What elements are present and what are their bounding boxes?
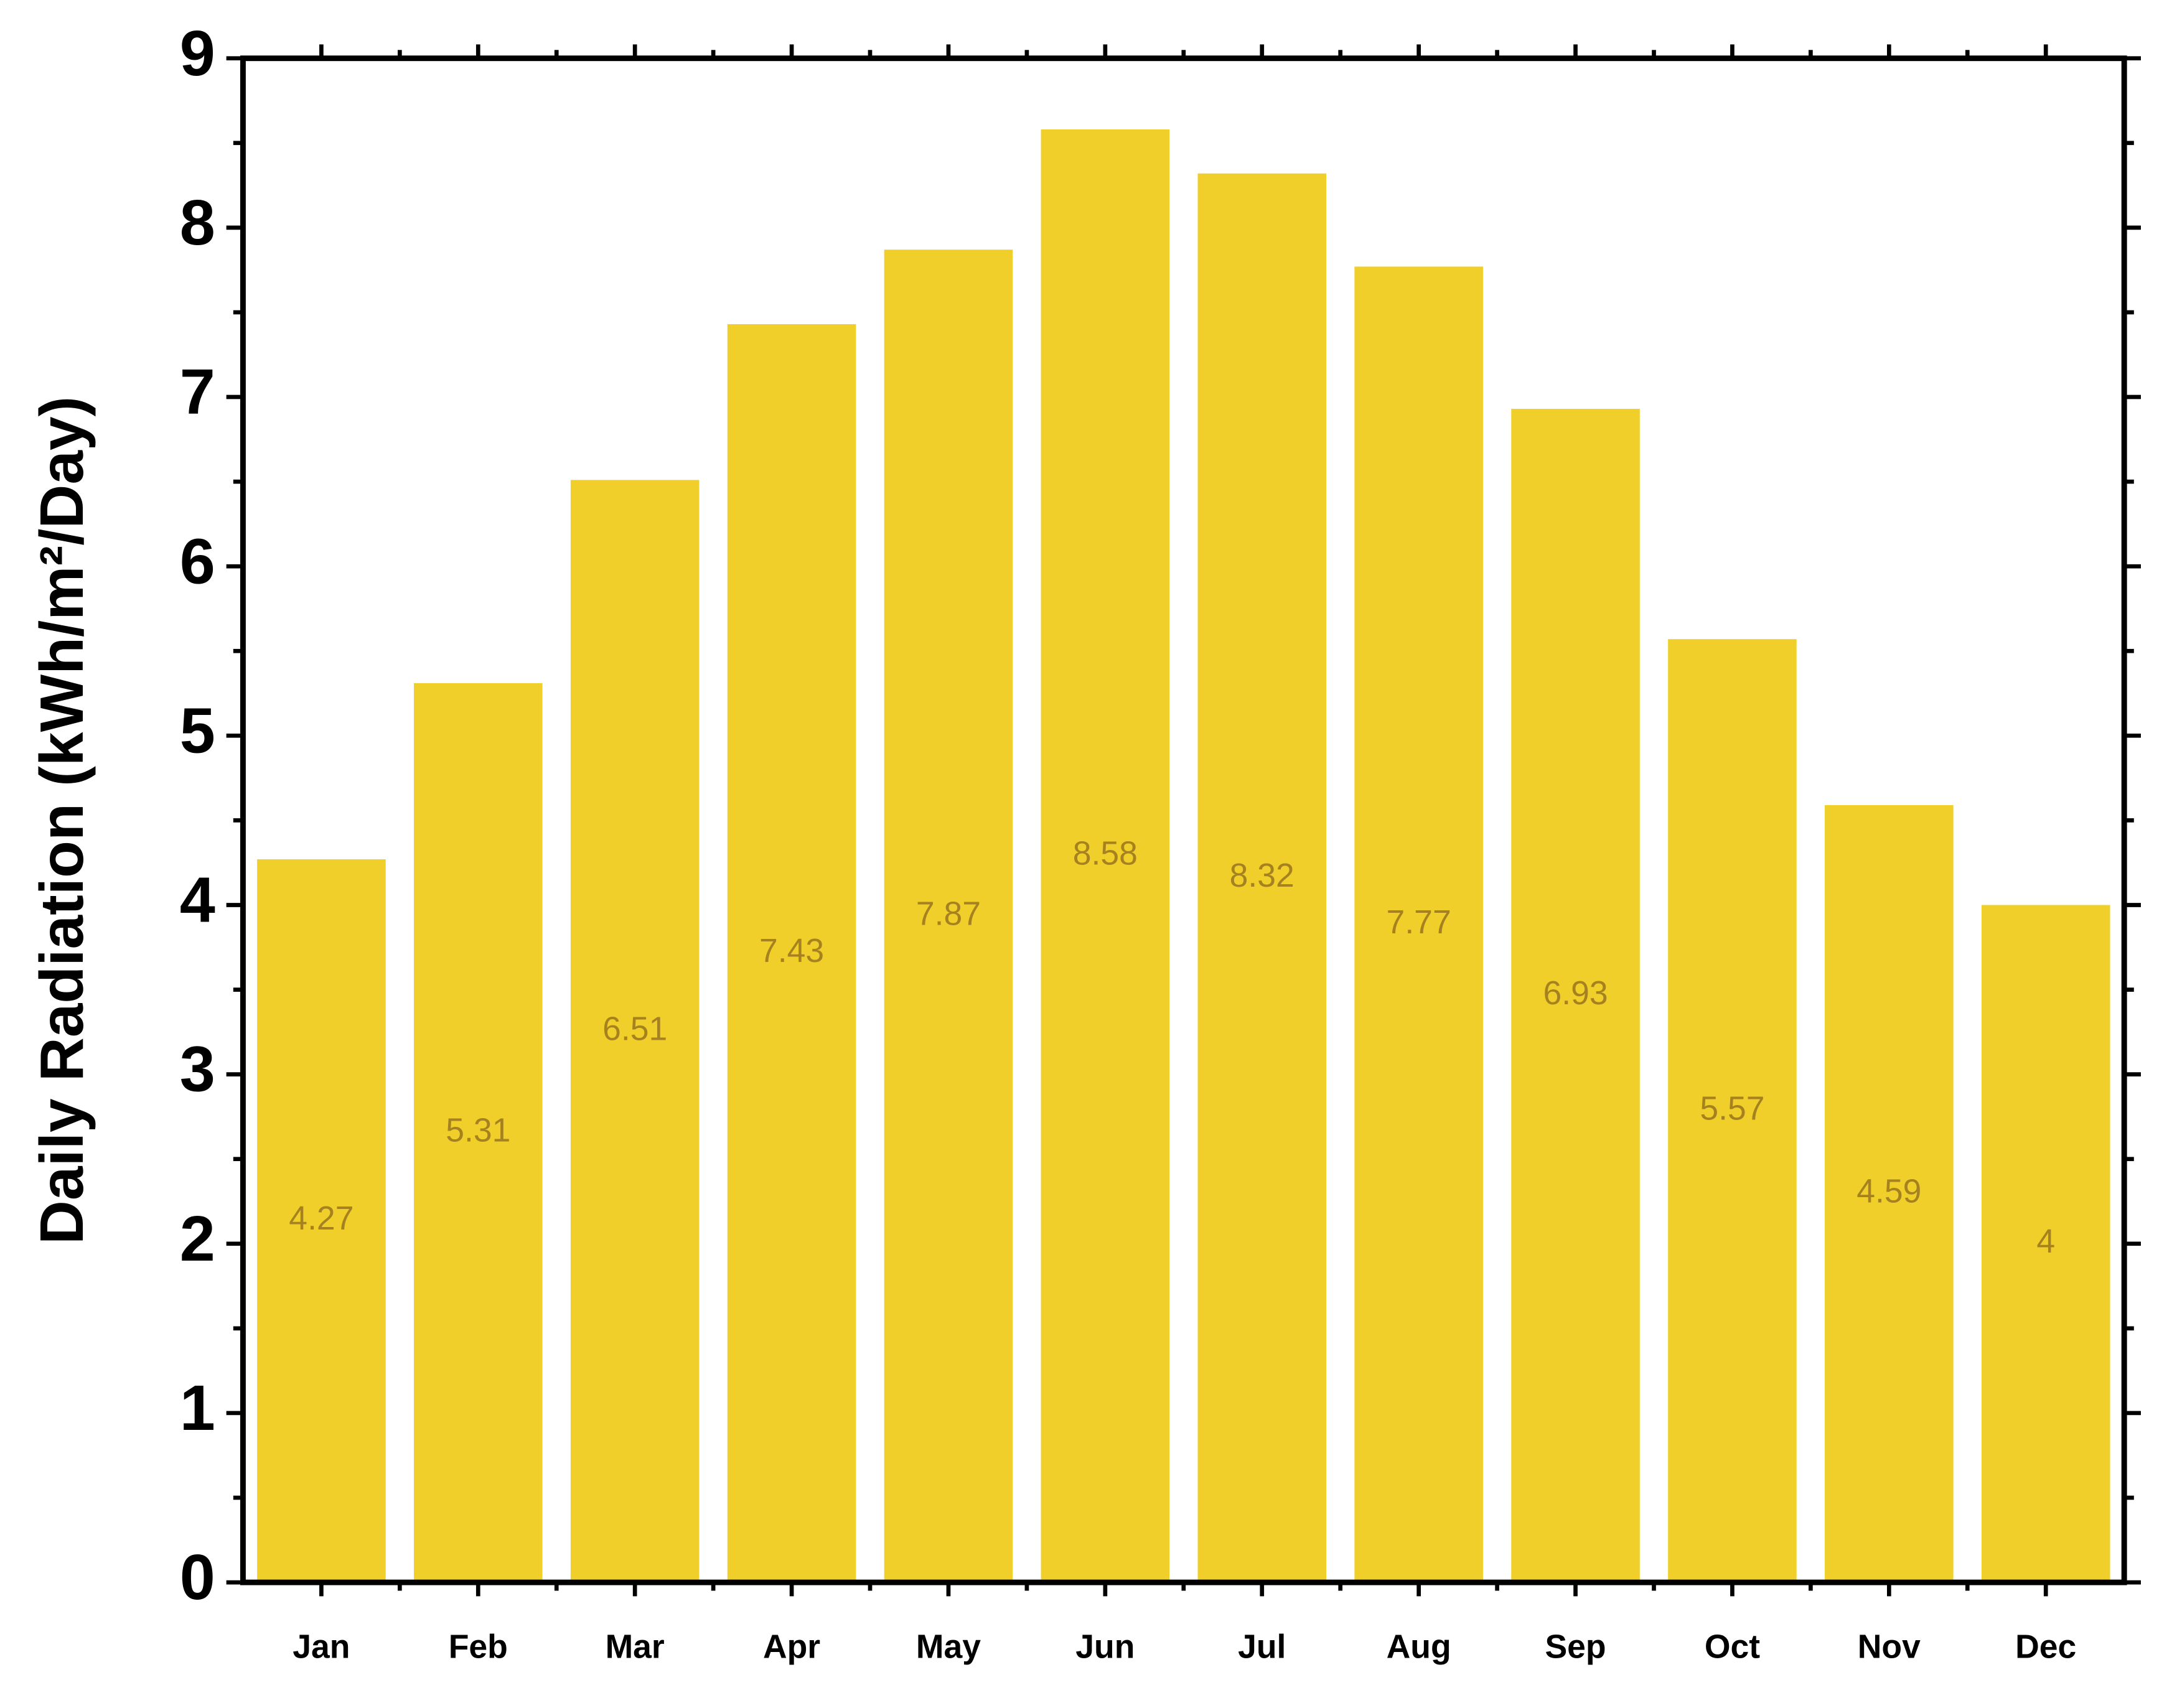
bar xyxy=(1041,129,1170,1583)
x-tick-label: Jun xyxy=(1075,1628,1135,1665)
x-tick-label: Mar xyxy=(606,1628,665,1665)
value-label: 7.77 xyxy=(1387,904,1451,941)
y-tick-label: 9 xyxy=(180,17,215,89)
bar xyxy=(414,683,543,1583)
value-label: 6.93 xyxy=(1543,975,1608,1012)
bar xyxy=(1668,639,1797,1583)
y-tick-label: 4 xyxy=(180,864,215,936)
x-tick-label: Dec xyxy=(2015,1628,2076,1665)
value-label: 4.59 xyxy=(1856,1174,1921,1210)
y-tick-label: 5 xyxy=(180,694,215,766)
plot-frame xyxy=(240,55,2127,1585)
value-label: 4.27 xyxy=(289,1200,353,1237)
bar xyxy=(1511,409,1640,1583)
value-label: 7.87 xyxy=(916,895,981,932)
y-tick-label: 2 xyxy=(180,1203,215,1274)
y-tick-label: 7 xyxy=(180,356,215,427)
x-tick-label: Feb xyxy=(449,1628,508,1665)
y-tick-label: 1 xyxy=(180,1372,215,1444)
value-label: 7.43 xyxy=(759,933,824,969)
x-tick-label: Sep xyxy=(1545,1628,1606,1665)
x-tick-label: Jul xyxy=(1238,1628,1286,1665)
bar xyxy=(1197,173,1327,1583)
value-label: 5.57 xyxy=(1700,1090,1764,1127)
x-tick-label: Aug xyxy=(1387,1628,1451,1665)
bar xyxy=(1981,905,2110,1583)
bar xyxy=(884,250,1013,1583)
y-tick-label: 8 xyxy=(180,187,215,258)
x-tick-label: Apr xyxy=(763,1628,820,1665)
y-tick-label: 0 xyxy=(180,1541,215,1613)
y-axis-label: Daily Radiation (kWh/m²/Day) xyxy=(27,396,96,1244)
x-tick-label: May xyxy=(916,1628,981,1665)
y-tick-label: 6 xyxy=(180,525,215,597)
y-tick-label: 3 xyxy=(180,1034,215,1105)
bar xyxy=(257,859,386,1583)
x-tick-label: Jan xyxy=(293,1628,350,1665)
value-label: 6.51 xyxy=(602,1010,667,1047)
bar xyxy=(1825,805,1954,1583)
x-tick-label: Nov xyxy=(1858,1628,1921,1665)
x-tick-label: Oct xyxy=(1705,1628,1760,1665)
value-label: 8.58 xyxy=(1073,836,1138,872)
value-label: 8.32 xyxy=(1230,857,1294,894)
bar xyxy=(570,480,700,1583)
value-label: 4 xyxy=(2036,1223,2055,1260)
value-label: 5.31 xyxy=(446,1113,510,1149)
bar xyxy=(1354,266,1483,1583)
bar xyxy=(727,324,856,1583)
